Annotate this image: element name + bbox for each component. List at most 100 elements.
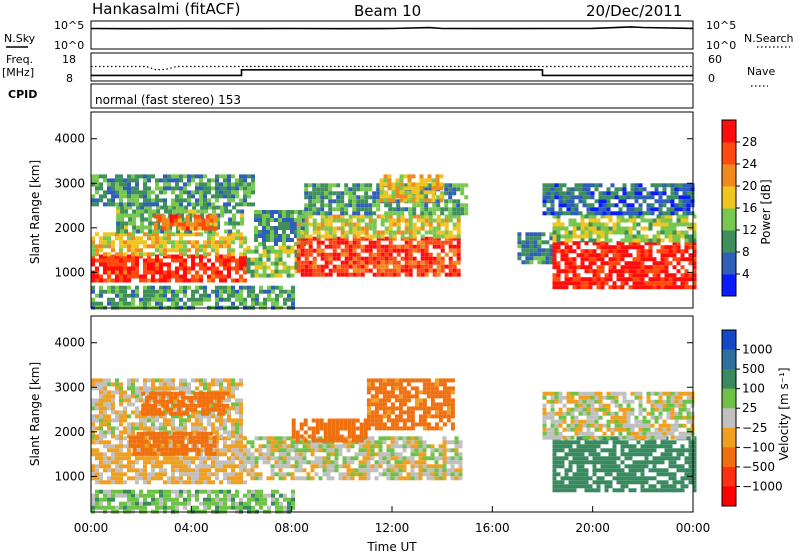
power-cell [379,186,384,191]
power-cell [431,190,436,195]
power-cell [364,214,369,219]
power-cell [533,236,538,241]
power-cell [171,174,175,179]
power-cell [258,261,263,266]
power-cell [352,260,357,265]
power-cell [258,273,263,278]
power-cell [684,249,689,254]
velocity-cell [314,444,319,449]
power-cell [258,253,263,258]
power-cell [564,273,569,278]
power-cell [147,244,151,249]
power-cell [356,222,361,227]
power-cell [123,258,127,263]
power-cell [240,213,245,218]
power-cell [274,210,278,214]
power-cell [688,253,693,258]
power-cell [352,187,357,192]
power-cell [634,191,639,196]
power-cell [127,244,131,249]
power-cell [668,230,673,235]
power-cell [428,252,433,257]
velocity-cell [201,411,206,416]
velocity-cell [458,468,463,473]
power-cell [580,253,585,258]
velocity-cell [394,406,399,411]
power-cell [676,230,681,235]
velocity-cell [103,382,107,387]
power-cell [652,273,657,278]
velocity-cell [299,434,304,439]
power-cell [223,278,227,283]
velocity-cell [191,378,195,383]
velocity-cell [282,444,287,449]
power-cell [435,174,440,179]
power-cell [282,249,287,254]
velocity-cell [382,398,387,403]
power-cell [91,174,95,179]
velocity-cell [434,456,439,461]
velocity-cell [189,399,194,404]
velocity-cell [430,448,435,453]
power-cell [372,199,377,204]
power-cell [254,230,258,234]
velocity-cell [188,439,193,444]
power-cell [411,174,416,179]
velocity-cell [156,443,161,448]
velocity-cell [99,418,103,423]
power-cell [201,226,206,231]
power-cell [215,244,219,249]
velocity-cell [274,472,279,477]
power-cell [560,241,565,246]
power-cell [440,248,445,253]
power-cell [356,203,361,208]
power-cell [247,285,251,290]
power-cell [404,272,409,277]
velocity-cell [211,382,215,387]
power-cell [91,248,95,253]
power-cell [632,245,637,250]
velocity-cell [358,452,363,457]
power-cell [296,214,301,219]
power-cell [239,202,243,207]
power-cell [107,178,111,183]
velocity-cell [107,468,111,473]
velocity-cell [386,390,391,395]
velocity-cell [604,456,609,461]
velocity-cell [354,472,359,477]
velocity-cell [564,440,569,445]
nsky-tick-bottom: 10^0 [54,39,84,52]
velocity-cell [438,476,443,481]
velocity-cell [438,382,443,387]
velocity-cell [426,426,431,431]
velocity-cell [147,418,151,423]
power-cell [596,253,601,258]
power-cell [664,253,669,258]
velocity-cell [390,394,395,399]
velocity-cell [294,476,299,481]
power-cell [448,230,453,235]
velocity-cell [390,386,395,391]
velocity-cell [406,418,411,423]
power-cell [556,226,561,231]
power-cell [320,256,325,261]
power-cell [444,236,449,241]
power-cell [211,178,215,183]
velocity-cell [157,399,162,404]
power-cell [235,293,239,298]
power-cell [582,187,587,192]
power-cell [116,225,121,230]
velocity-cell [103,394,107,399]
power-cell [652,238,657,243]
power-cell [316,252,321,257]
velocity-cell [406,382,411,387]
velocity-cell [167,430,171,435]
velocity-cell [386,410,391,415]
velocity-cell [450,448,455,453]
power-cell [570,191,575,196]
power-cell [521,252,526,257]
power-cell [552,261,557,266]
power-cell [692,234,697,239]
power-cell [308,264,313,269]
power-cell [600,226,605,231]
